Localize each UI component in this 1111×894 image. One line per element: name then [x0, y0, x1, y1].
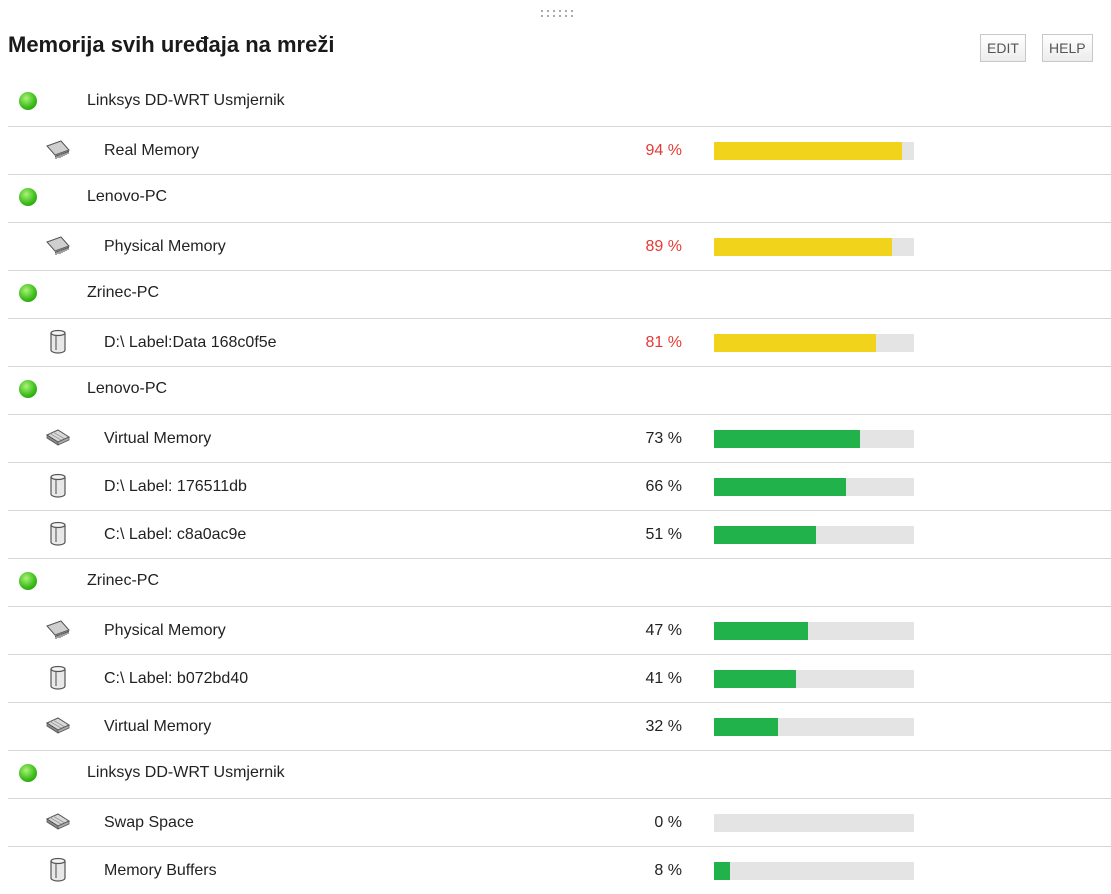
memory-row: Virtual Memory 32 % [8, 703, 1111, 751]
memory-label: D:\ Label: 176511db [104, 478, 247, 495]
drag-handle[interactable] [540, 8, 574, 20]
bar-track [714, 430, 914, 448]
bar-track [714, 670, 914, 688]
status-dot [19, 764, 37, 782]
memory-label: D:\ Label:Data 168c0f5e [104, 334, 277, 351]
device-name: Lenovo-PC [87, 380, 168, 397]
usage-bar [714, 238, 892, 256]
disk-icon [44, 857, 72, 883]
usage-bar [714, 334, 876, 352]
device-row: Zrinec-PC [8, 559, 1111, 607]
memory-label: C:\ Label: b072bd40 [104, 670, 249, 687]
device-name: Lenovo-PC [87, 188, 168, 205]
status-dot [19, 284, 37, 302]
bar-track [714, 622, 914, 640]
usage-value: 32 % [645, 718, 682, 735]
usage-bar [714, 718, 778, 736]
usage-value: 8 % [654, 862, 682, 879]
device-row: Zrinec-PC [8, 271, 1111, 319]
disk-icon [44, 521, 72, 547]
memory-label: C:\ Label: c8a0ac9e [104, 526, 247, 543]
disk-icon [44, 665, 72, 691]
usage-bar [714, 670, 796, 688]
memory-row: Memory Buffers 8 % [8, 847, 1111, 894]
chip-icon [44, 617, 72, 643]
status-dot [19, 380, 37, 398]
usage-bar [714, 142, 902, 160]
usage-bar [714, 478, 846, 496]
memory-label: Real Memory [104, 142, 200, 159]
device-row: Linksys DD-WRT Usmjernik [8, 751, 1111, 799]
memory-label: Physical Memory [104, 238, 226, 255]
memory-row: C:\ Label: c8a0ac9e 51 % [8, 511, 1111, 559]
edit-button[interactable]: EDIT [980, 34, 1026, 62]
memory-row: Physical Memory 89 % [8, 223, 1111, 271]
usage-value: 89 % [645, 238, 682, 255]
chip-icon [44, 713, 72, 739]
chip-icon [44, 137, 72, 163]
usage-value: 81 % [645, 334, 682, 351]
device-name: Linksys DD-WRT Usmjernik [87, 92, 285, 109]
chip-icon [44, 809, 72, 835]
device-row: Linksys DD-WRT Usmjernik [8, 79, 1111, 127]
status-dot [19, 92, 37, 110]
disk-icon [44, 329, 72, 355]
memory-row: D:\ Label:Data 168c0f5e 81 % [8, 319, 1111, 367]
usage-value: 94 % [645, 142, 682, 159]
memory-row: Real Memory 94 % [8, 127, 1111, 175]
chip-icon [44, 233, 72, 259]
usage-value: 73 % [645, 430, 682, 447]
usage-bar [714, 862, 730, 880]
usage-bar [714, 526, 816, 544]
memory-label: Memory Buffers [104, 862, 217, 879]
status-dot [19, 572, 37, 590]
usage-value: 51 % [645, 526, 682, 543]
bar-track [714, 334, 914, 352]
memory-row: D:\ Label: 176511db 66 % [8, 463, 1111, 511]
disk-icon [44, 473, 72, 499]
device-row: Lenovo-PC [8, 175, 1111, 223]
usage-bar [714, 430, 860, 448]
usage-value: 41 % [645, 670, 682, 687]
memory-label: Virtual Memory [104, 430, 212, 447]
bar-track [714, 526, 914, 544]
memory-label: Swap Space [104, 814, 194, 831]
device-name: Zrinec-PC [87, 572, 160, 589]
usage-value: 0 % [654, 814, 682, 831]
bar-track [714, 814, 914, 832]
bar-track [714, 142, 914, 160]
device-row: Lenovo-PC [8, 367, 1111, 415]
status-dot [19, 188, 37, 206]
memory-row: C:\ Label: b072bd40 41 % [8, 655, 1111, 703]
memory-label: Physical Memory [104, 622, 226, 639]
memory-label: Virtual Memory [104, 718, 212, 735]
bar-track [714, 478, 914, 496]
chip-icon [44, 425, 72, 451]
memory-row: Virtual Memory 73 % [8, 415, 1111, 463]
usage-bar [714, 622, 808, 640]
bar-track [714, 238, 914, 256]
device-name: Linksys DD-WRT Usmjernik [87, 764, 285, 781]
usage-value: 66 % [645, 478, 682, 495]
usage-value: 47 % [645, 622, 682, 639]
help-button[interactable]: HELP [1042, 34, 1093, 62]
bar-track [714, 718, 914, 736]
device-name: Zrinec-PC [87, 284, 160, 301]
memory-row: Physical Memory 47 % [8, 607, 1111, 655]
memory-row: Swap Space 0 % [8, 799, 1111, 847]
widget-title: Memorija svih uređaja na mreži [8, 32, 335, 57]
bar-track [714, 862, 914, 880]
